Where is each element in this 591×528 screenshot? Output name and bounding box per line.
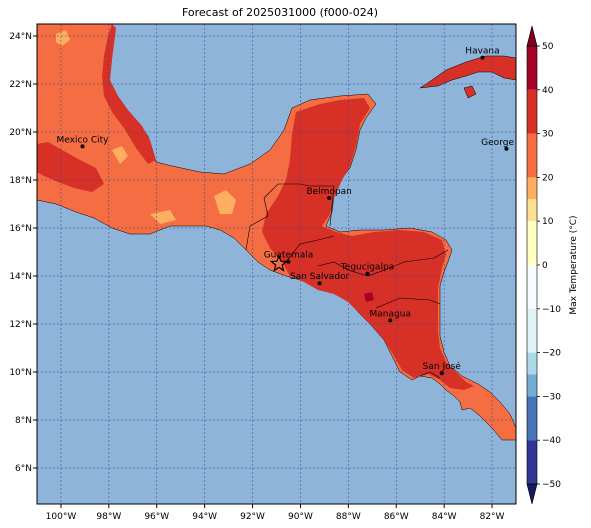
city-dot <box>80 144 85 149</box>
city-dot <box>388 318 393 323</box>
city-dot <box>317 281 322 286</box>
colorbar-tick-label: −40 <box>542 436 561 446</box>
city-label: San Salvador <box>290 272 350 282</box>
x-tick-label: 96°W <box>144 512 169 522</box>
city-dot <box>327 196 332 200</box>
cool-patch-highlands <box>214 190 236 214</box>
x-tick-label: 94°W <box>192 512 217 522</box>
x-tick-label: 98°W <box>96 512 121 522</box>
city-label: Belmopan <box>306 187 351 197</box>
colorbar-title: Max Temperature (°C) <box>569 215 579 314</box>
x-tick-label: 88°W <box>336 512 361 522</box>
cool-patch-north <box>56 30 70 46</box>
axis-ticks: 100°W 98°W 96°W 94°W 92°W 90°W 88°W 86°W 84°W 82°… <box>9 32 504 522</box>
x-tick-label: 100°W <box>46 512 77 522</box>
colorbar-bin <box>527 352 537 375</box>
cities: Havana Mexico City George Tov Belmopan Guate… <box>57 47 532 376</box>
y-tick-label: 8°N <box>15 416 32 426</box>
x-tick-label: 82°W <box>480 512 505 522</box>
colorbar-tick-label: −30 <box>542 392 561 402</box>
y-tick-label: 12°N <box>9 320 32 330</box>
colorbar-tick-label: 10 <box>542 217 554 227</box>
colorbar-bin <box>527 133 537 178</box>
y-tick-label: 22°N <box>9 80 32 90</box>
y-tick-label: 6°N <box>15 464 32 474</box>
city-dot <box>439 371 444 376</box>
colorbar-bin <box>527 440 537 484</box>
colorbar-tick-label: 30 <box>542 130 554 140</box>
x-tick-label: 84°W <box>432 512 457 522</box>
colorbar-tick-label: 40 <box>542 86 554 96</box>
hot-region-mexico-west <box>37 142 104 192</box>
x-tick-label: 90°W <box>288 512 313 522</box>
colorbar-bin <box>527 177 537 200</box>
colorbar: 50 40 30 20 10 0 −10 −20 −30 −40 −50 Max Temperatur… <box>526 25 579 505</box>
colorbar-tick-label: 50 <box>542 42 554 52</box>
hot-region-central-america <box>262 98 474 390</box>
city-label: Managua <box>370 309 411 319</box>
colorbar-extend-top <box>526 25 538 47</box>
x-tick-label: 92°W <box>240 512 265 522</box>
city-label: Guatemala <box>264 251 314 261</box>
colorbar-bin <box>527 221 537 265</box>
colorbar-bin <box>527 308 537 353</box>
colorbar-bin <box>527 265 537 309</box>
y-tick-label: 24°N <box>9 32 32 42</box>
y-tick-label: 16°N <box>9 224 32 234</box>
x-tick-label: 86°W <box>384 512 409 522</box>
y-tick-label: 18°N <box>9 176 32 186</box>
colorbar-bin <box>527 89 537 134</box>
colorbar-tick-label: −50 <box>542 480 561 490</box>
city-label: San José <box>423 361 462 372</box>
colorbar-bin <box>527 396 537 441</box>
city-dot <box>504 146 509 151</box>
city-label: Tegucigalpa <box>340 263 394 273</box>
land-isla-juventud <box>463 85 477 99</box>
colorbar-bin <box>527 199 537 222</box>
colorbar-tick-label: −10 <box>542 305 561 315</box>
hot-region-mexico-north <box>102 24 156 164</box>
cool-patch-mexico-center <box>112 146 128 164</box>
map-title: Forecast of 2025031000 (f000-024) <box>181 6 379 19</box>
map-frame <box>36 23 517 505</box>
colorbar-tick-label: 0 <box>542 261 548 271</box>
colorbar-tick-label: −20 <box>542 349 561 359</box>
city-dot <box>480 55 485 60</box>
y-tick-label: 10°N <box>9 368 32 378</box>
city-label: George Tov <box>481 138 532 148</box>
city-dot <box>286 259 291 264</box>
gridlines <box>37 24 516 504</box>
colorbar-bin <box>527 374 537 397</box>
y-tick-label: 14°N <box>9 272 32 282</box>
extreme-hot-spot <box>364 292 374 302</box>
y-tick-label: 20°N <box>9 128 32 138</box>
city-label: Havana <box>465 47 499 57</box>
colorbar-tick-label: 20 <box>542 173 554 183</box>
star-marker <box>269 254 289 272</box>
colorbar-extend-bottom <box>526 483 538 505</box>
colorbar-bin <box>527 46 537 90</box>
city-label: Mexico City <box>57 135 110 145</box>
map-area[interactable]: Havana Mexico City George Tov Belmopan Guate… <box>37 24 532 504</box>
city-dot <box>365 271 370 276</box>
